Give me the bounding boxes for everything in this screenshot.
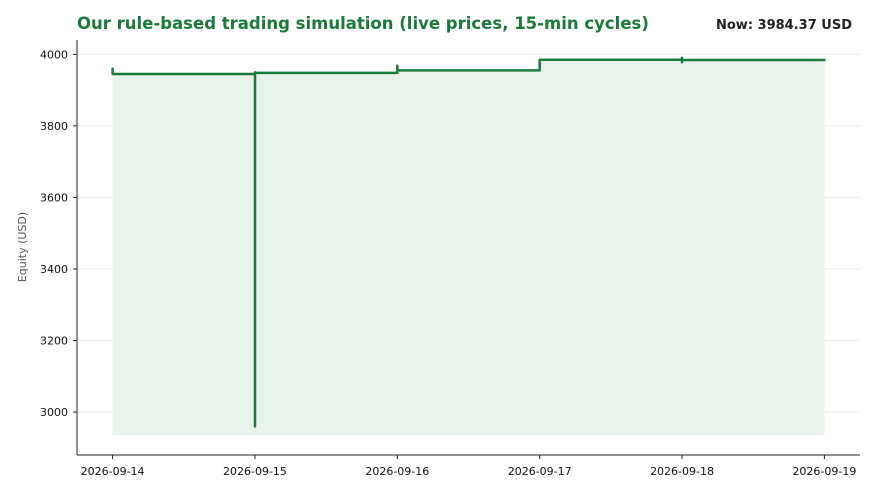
equity-fill-area: [112, 57, 825, 436]
equity-line: [111, 56, 826, 428]
chart-title: Our rule-based trading simulation (live …: [77, 14, 649, 33]
y-axis-ticks: 3000 3200 3400 3600 3800 4000: [40, 48, 77, 419]
equity-area: [112, 57, 825, 436]
y-tick-label: 3200: [40, 335, 68, 348]
x-tick-label: 2026-09-14: [81, 465, 145, 478]
x-tick-label: 2026-09-18: [650, 465, 714, 478]
y-tick-label: 3600: [40, 191, 68, 204]
x-tick-label: 2026-09-19: [792, 465, 856, 478]
y-tick-label: 3800: [40, 120, 68, 133]
y-tick-label: 3000: [40, 406, 68, 419]
x-tick-label: 2026-09-17: [508, 465, 572, 478]
x-axis-ticks: 2026-09-14 2026-09-15 2026-09-16 2026-09-17…: [81, 455, 856, 478]
axes: [76, 40, 860, 456]
y-tick-label: 3400: [40, 263, 68, 276]
y-axis-title: Equity (USD): [16, 212, 29, 282]
current-equity-readout: Now: 3984.37 USD: [716, 18, 852, 33]
y-tick-label: 4000: [40, 48, 68, 61]
equity-series: [111, 56, 826, 428]
x-tick-label: 2026-09-16: [365, 465, 429, 478]
x-tick-label: 2026-09-15: [223, 465, 287, 478]
